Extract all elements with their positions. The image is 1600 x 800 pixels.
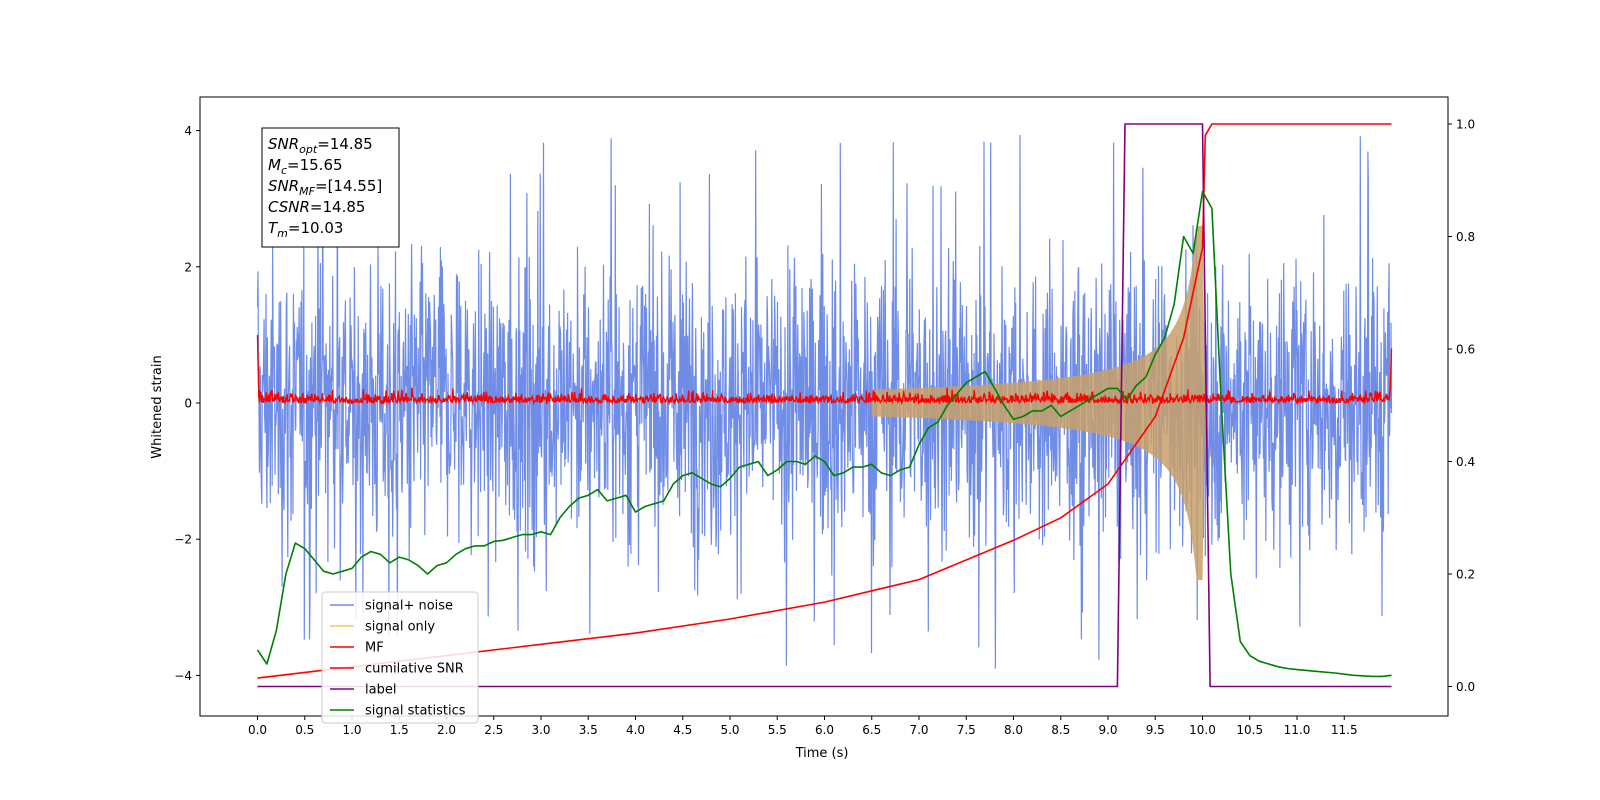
annotation-symbol: M xyxy=(268,156,281,174)
annotation-line: CSNR=14.85 xyxy=(268,198,365,216)
y-right-tick-label: 0.0 xyxy=(1456,680,1475,694)
annotation-symbol: SNR xyxy=(268,135,299,153)
x-tick-label: 9.5 xyxy=(1146,723,1165,737)
series-mf xyxy=(256,334,1393,406)
x-tick-label: 0.0 xyxy=(248,723,267,737)
x-tick-label: 4.5 xyxy=(673,723,692,737)
legend-entry: cumilative SNR xyxy=(365,662,464,677)
x-tick-label: 10.5 xyxy=(1236,723,1263,737)
x-tick-label: 1.0 xyxy=(342,723,361,737)
annotation-value: =14.85 xyxy=(317,135,373,153)
y-right-tick-label: 0.4 xyxy=(1456,455,1475,469)
x-tick-label: 5.0 xyxy=(720,723,739,737)
x-tick-label: 8.0 xyxy=(1004,723,1023,737)
legend: signal+ noise signal only MF cumilative SNR… xyxy=(321,591,479,724)
annotation-line: Mc=15.65 xyxy=(268,156,343,177)
y-left-tick-label: −4 xyxy=(174,669,192,683)
legend-frame xyxy=(321,591,479,724)
legend-entry: MF xyxy=(365,641,384,656)
y-right-tick-label: 0.8 xyxy=(1456,230,1475,244)
y-right-tick-label: 0.2 xyxy=(1456,568,1475,582)
x-tick-label: 7.0 xyxy=(909,723,928,737)
annotation-subscript: opt xyxy=(299,143,318,156)
y-left-tick-label: 0 xyxy=(184,397,192,411)
annotation-line: SNRMF=[14.55] xyxy=(268,177,382,198)
series-signal-statistics xyxy=(256,190,1392,678)
y-right-tick-label: 0.6 xyxy=(1456,343,1475,357)
annotation-subscript: m xyxy=(277,227,288,240)
x-tick-label: 11.0 xyxy=(1284,723,1311,737)
x-tick-label: 5.5 xyxy=(768,723,787,737)
annotation-subscript: c xyxy=(281,164,287,177)
annotation-symbol: SNR xyxy=(268,177,299,195)
x-tick-label: 4.0 xyxy=(626,723,645,737)
legend-entry: signal+ noise xyxy=(365,599,453,614)
y-axis-label: Whitened strain xyxy=(150,355,165,458)
y-left-tick-label: 2 xyxy=(184,260,192,274)
annotation-symbol: T xyxy=(268,219,279,237)
legend-entry: signal statistics xyxy=(365,704,466,719)
annotation-value: =15.65 xyxy=(287,156,343,174)
x-tick-label: 11.5 xyxy=(1331,723,1358,737)
x-tick-label: 3.5 xyxy=(579,723,598,737)
x-tick-label: 3.0 xyxy=(531,723,550,737)
annotation-line: SNRopt=14.85 xyxy=(268,135,373,156)
legend-entry: signal only xyxy=(365,620,435,635)
x-tick-label: 10.0 xyxy=(1189,723,1216,737)
x-axis: 0.0 0.5 1.0 1.5 2.0 2.5 3.0 3.5 4.0 4.5 5.0 5.5 6.0 6… xyxy=(248,716,1358,737)
legend-entry: label xyxy=(365,683,396,698)
series-label xyxy=(257,123,1392,688)
annotation-value: =14.85 xyxy=(310,198,366,216)
x-tick-label: 9.0 xyxy=(1098,723,1117,737)
x-axis-label: Time (s) xyxy=(795,746,849,761)
x-tick-label: 6.0 xyxy=(815,723,834,737)
annotation-box: SNRopt=14.85Mc=15.65SNRMF=[14.55]CSNR=14… xyxy=(261,127,400,248)
annotation-value: =[14.55] xyxy=(315,177,382,195)
y-axis-right: 1.0 0.8 0.6 0.4 0.2 0.0 xyxy=(1448,118,1475,694)
x-tick-label: 7.5 xyxy=(957,723,976,737)
series-signal-only xyxy=(871,225,1206,581)
annotation-frame xyxy=(261,127,400,248)
annotation-subscript: MF xyxy=(299,185,315,198)
x-tick-label: 2.5 xyxy=(484,723,503,737)
annotation-value: =10.03 xyxy=(288,219,344,237)
x-tick-label: 1.5 xyxy=(390,723,409,737)
x-tick-label: 0.5 xyxy=(295,723,314,737)
plot-area xyxy=(256,123,1393,688)
annotation-line: Tm=10.03 xyxy=(268,219,343,240)
x-tick-label: 6.5 xyxy=(862,723,881,737)
annotation-symbol: CSNR xyxy=(268,198,310,216)
y-axis-left: 4 2 0 −2 −4 xyxy=(174,124,200,683)
y-left-tick-label: −2 xyxy=(174,533,192,547)
y-right-tick-label: 1.0 xyxy=(1456,118,1475,132)
x-tick-label: 8.5 xyxy=(1051,723,1070,737)
x-tick-label: 2.0 xyxy=(437,723,456,737)
y-left-tick-label: 4 xyxy=(184,124,192,138)
